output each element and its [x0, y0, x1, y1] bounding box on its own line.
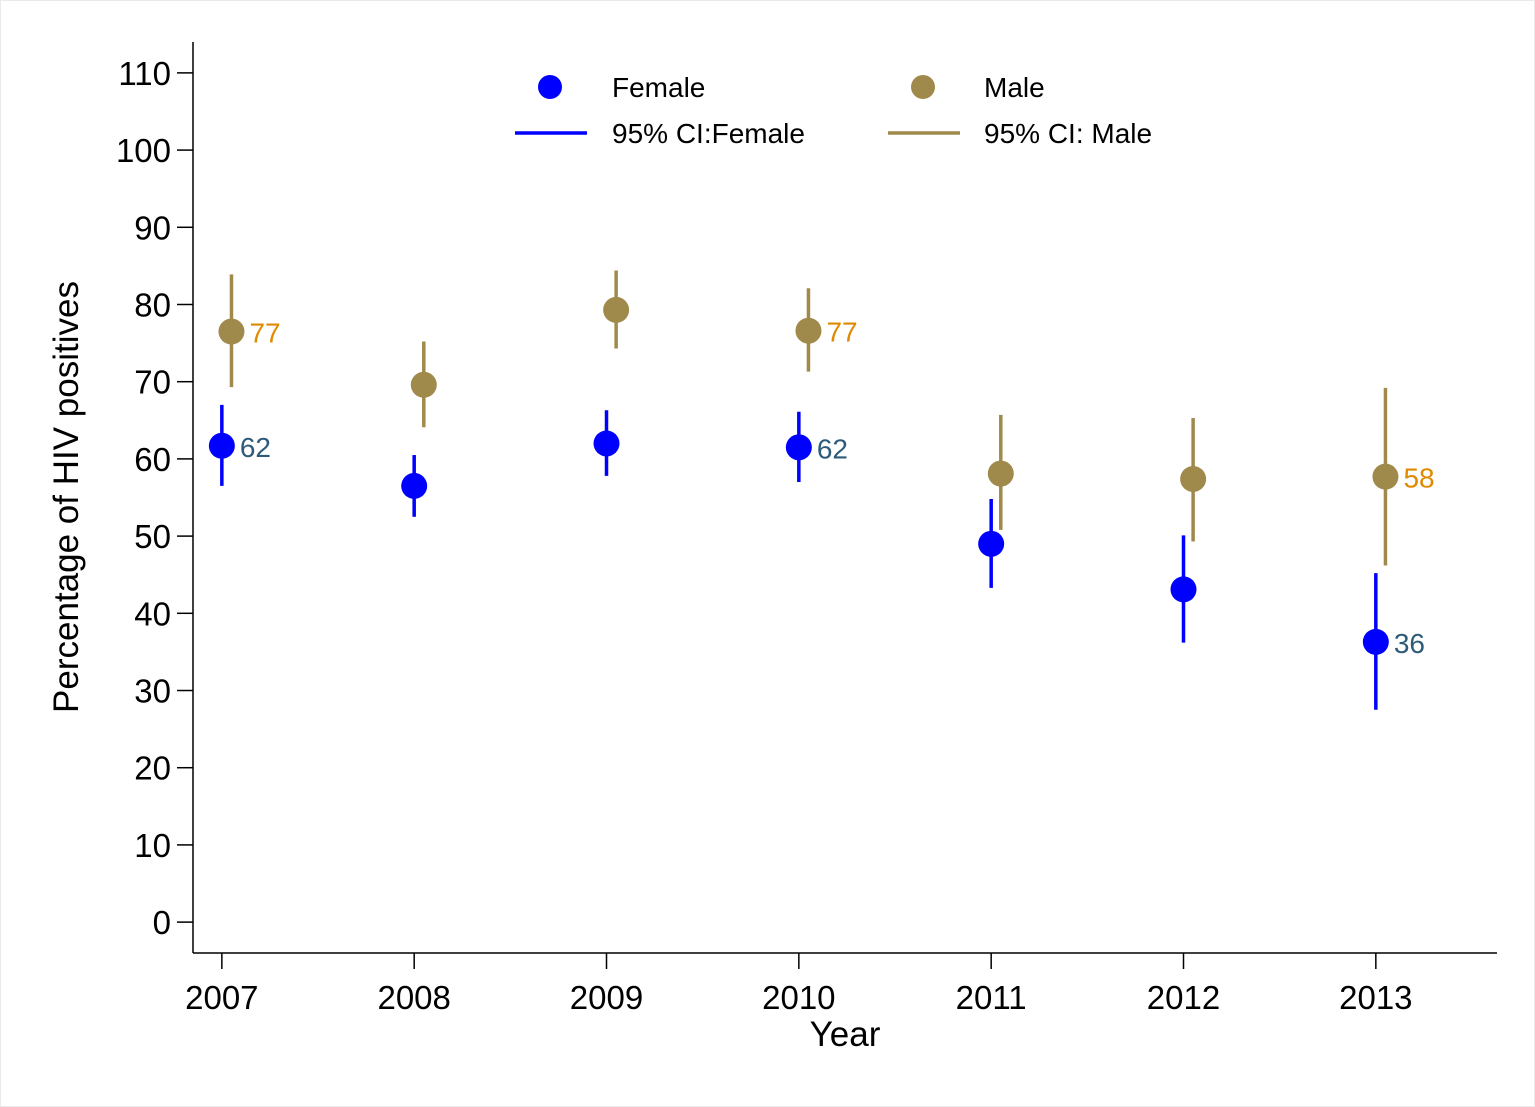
point-female	[1170, 576, 1197, 603]
data-label-female: 62	[817, 433, 848, 464]
x-tick-label: 2011	[956, 979, 1027, 1016]
y-tick-label: 0	[153, 904, 171, 941]
y-tick-label: 70	[134, 364, 171, 401]
point-male	[1372, 463, 1399, 490]
point-female	[593, 430, 620, 457]
x-tick-label: 2010	[762, 979, 835, 1016]
data-label-male: 77	[249, 318, 280, 349]
point-female	[978, 530, 1005, 557]
y-tick-label: 110	[118, 55, 171, 92]
legend-marker-female	[538, 75, 562, 99]
data-label-female: 36	[1394, 628, 1425, 659]
point-male	[410, 371, 437, 398]
legend-label-95-ci-male: 95% CI: Male	[984, 118, 1152, 149]
point-female	[401, 472, 428, 499]
data-label-female: 62	[240, 432, 271, 463]
point-female	[785, 434, 812, 461]
y-tick-label: 50	[134, 518, 171, 555]
y-tick-label: 30	[134, 673, 171, 710]
x-tick-label: 2013	[1339, 979, 1412, 1016]
y-tick-label: 90	[134, 209, 171, 246]
data-label-male: 58	[1403, 463, 1434, 494]
axes: 0 10 20 30 40 50 60 70 80 90 100 110 2007 2008 2009 201…	[116, 42, 1497, 1016]
legend-label-95-ci-female: 95% CI:Female	[612, 118, 805, 149]
point-male	[603, 296, 630, 323]
data-labels: 62 62 36 77 77 58	[240, 317, 1435, 659]
y-tick-label: 60	[134, 441, 171, 478]
legend: Female Male 95% CI:Female 95% CI: Male	[515, 72, 1152, 149]
x-axis-label: Year	[810, 1015, 881, 1054]
point-male	[218, 318, 245, 345]
point-male	[795, 317, 822, 344]
y-tick-label: 100	[116, 132, 171, 169]
y-tick-label: 40	[134, 595, 171, 632]
point-female	[208, 432, 235, 459]
x-tick-label: 2009	[570, 979, 643, 1016]
x-tick-label: 2008	[377, 979, 450, 1016]
legend-label-male: Male	[984, 72, 1045, 103]
x-tick-label: 2007	[185, 979, 258, 1016]
y-tick-label: 20	[134, 750, 171, 787]
x-tick-label: 2012	[1147, 979, 1220, 1016]
y-tick-label: 10	[134, 827, 171, 864]
point-female	[1362, 628, 1389, 655]
y-axis-label: Percentage of HIV positives	[47, 281, 86, 713]
point-male	[987, 460, 1014, 487]
points	[208, 296, 1399, 655]
data-label-male: 77	[826, 317, 857, 348]
legend-marker-male	[911, 75, 935, 99]
point-male	[1180, 465, 1207, 492]
legend-label-female: Female	[612, 72, 705, 103]
y-tick-label: 80	[134, 286, 171, 323]
